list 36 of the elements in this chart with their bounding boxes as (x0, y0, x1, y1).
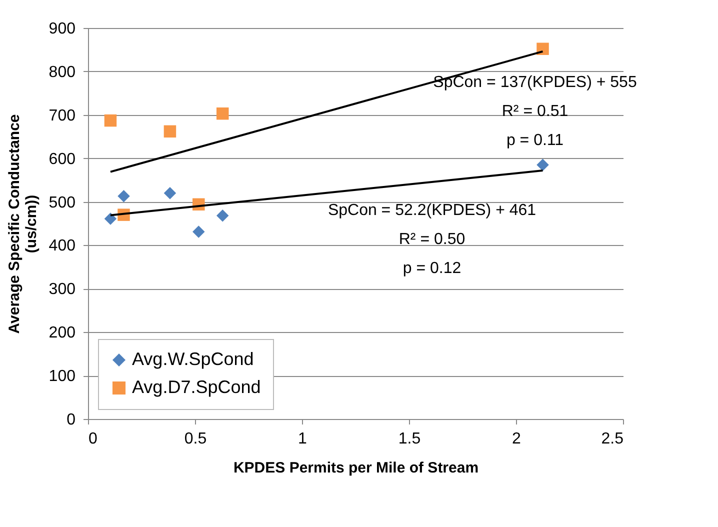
annotation: R² = 0.50 (398, 231, 466, 248)
legend-label: Avg.D7.SpCond (132, 377, 261, 397)
point (104, 114, 117, 127)
y-tick-label: 600 (48, 150, 76, 168)
point (164, 125, 176, 138)
point (216, 210, 229, 222)
point (536, 158, 549, 171)
annotation: p = 0.11 (506, 132, 564, 149)
x-axis-title: KPDES Permits per Mile of Stream (233, 460, 479, 476)
y-tick-label: 0 (66, 412, 76, 428)
x-tick-label: 2 (512, 430, 522, 448)
y-tick-label: 800 (48, 64, 76, 81)
x-tick-label: 2.5 (601, 430, 624, 448)
y-tick-label: 500 (48, 194, 76, 212)
x-tick-label: 0 (88, 430, 98, 448)
y-axis-title: Average Specific Conductance (us/cm)) (6, 114, 40, 334)
y-tick-label: 400 (48, 238, 76, 255)
y-tick-label: 900 (48, 20, 76, 38)
point (216, 107, 229, 120)
legend-label: Avg.W.SpCond (132, 349, 254, 369)
annotation: SpCon = 137(KPDES) + 555 (433, 74, 637, 91)
point (104, 212, 117, 225)
y-tick-label: 300 (48, 281, 76, 298)
point (164, 186, 176, 200)
annotation: p = 0.12 (402, 260, 462, 277)
x-tick-label: 1.5 (398, 430, 421, 448)
point (536, 42, 549, 55)
y-tick-label: 200 (48, 324, 76, 342)
y-tick-label: 100 (48, 368, 76, 386)
x-tick-label: 0.5 (184, 430, 207, 448)
point (118, 190, 130, 202)
annotation: R² = 0.51 (502, 103, 568, 120)
point (192, 226, 205, 238)
y-tick-label: 700 (48, 107, 76, 124)
x-tick-label: 1 (298, 430, 308, 448)
annotation: SpCon = 52.2(KPDES) + 461 (328, 202, 536, 219)
